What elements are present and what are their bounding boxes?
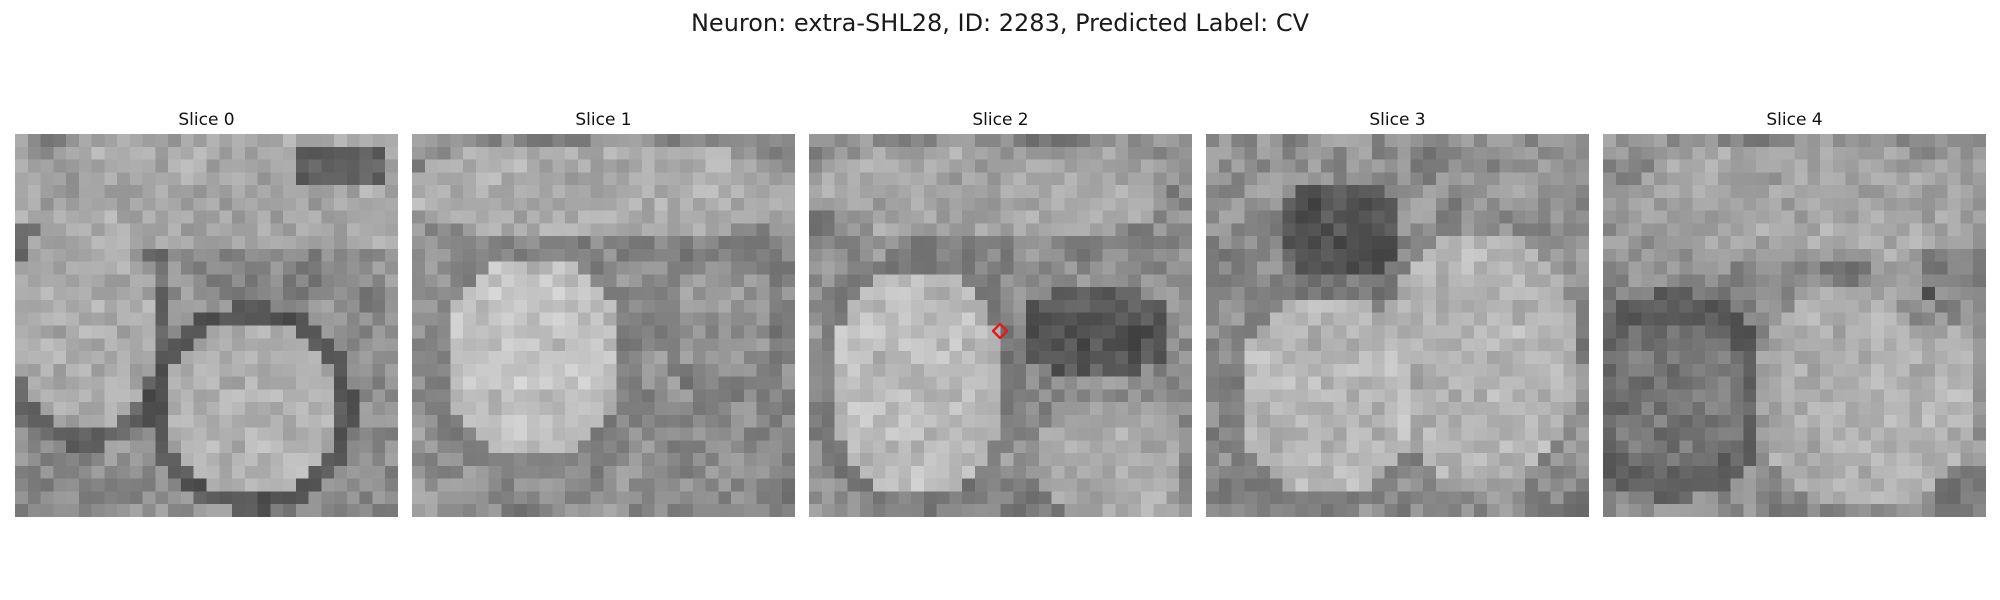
- figure-title: Neuron: extra-SHL28, ID: 2283, Predicted…: [690, 9, 1310, 37]
- slice-title: Slice 1: [575, 110, 632, 130]
- slice-panel-4: Slice 4: [1603, 106, 1986, 517]
- slice-image: [412, 134, 795, 517]
- slice-title: Slice 3: [1369, 110, 1426, 130]
- slice-image: [1603, 134, 1986, 517]
- slice-panel-0: Slice 0: [15, 106, 398, 517]
- slice-title: Slice 4: [1766, 110, 1823, 130]
- slice-panel-3: Slice 3: [1206, 106, 1589, 517]
- slice-title: Slice 2: [972, 110, 1029, 130]
- slice-panel-2: Slice 2: [809, 106, 1192, 517]
- slice-image: [15, 134, 398, 517]
- slice-image: [1206, 134, 1589, 517]
- slice-image: [809, 134, 1192, 517]
- slice-title: Slice 0: [178, 110, 235, 130]
- slice-panel-1: Slice 1: [412, 106, 795, 517]
